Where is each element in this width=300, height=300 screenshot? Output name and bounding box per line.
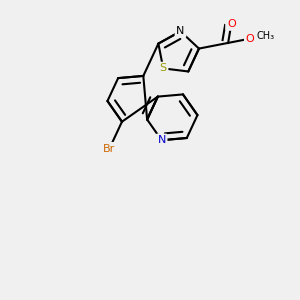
Text: CH₃: CH₃ (256, 31, 274, 41)
Text: S: S (160, 63, 167, 74)
Text: O: O (246, 34, 254, 44)
Text: O: O (227, 19, 236, 29)
Text: Br: Br (103, 144, 116, 154)
Text: N: N (176, 26, 185, 36)
Text: N: N (158, 135, 166, 145)
